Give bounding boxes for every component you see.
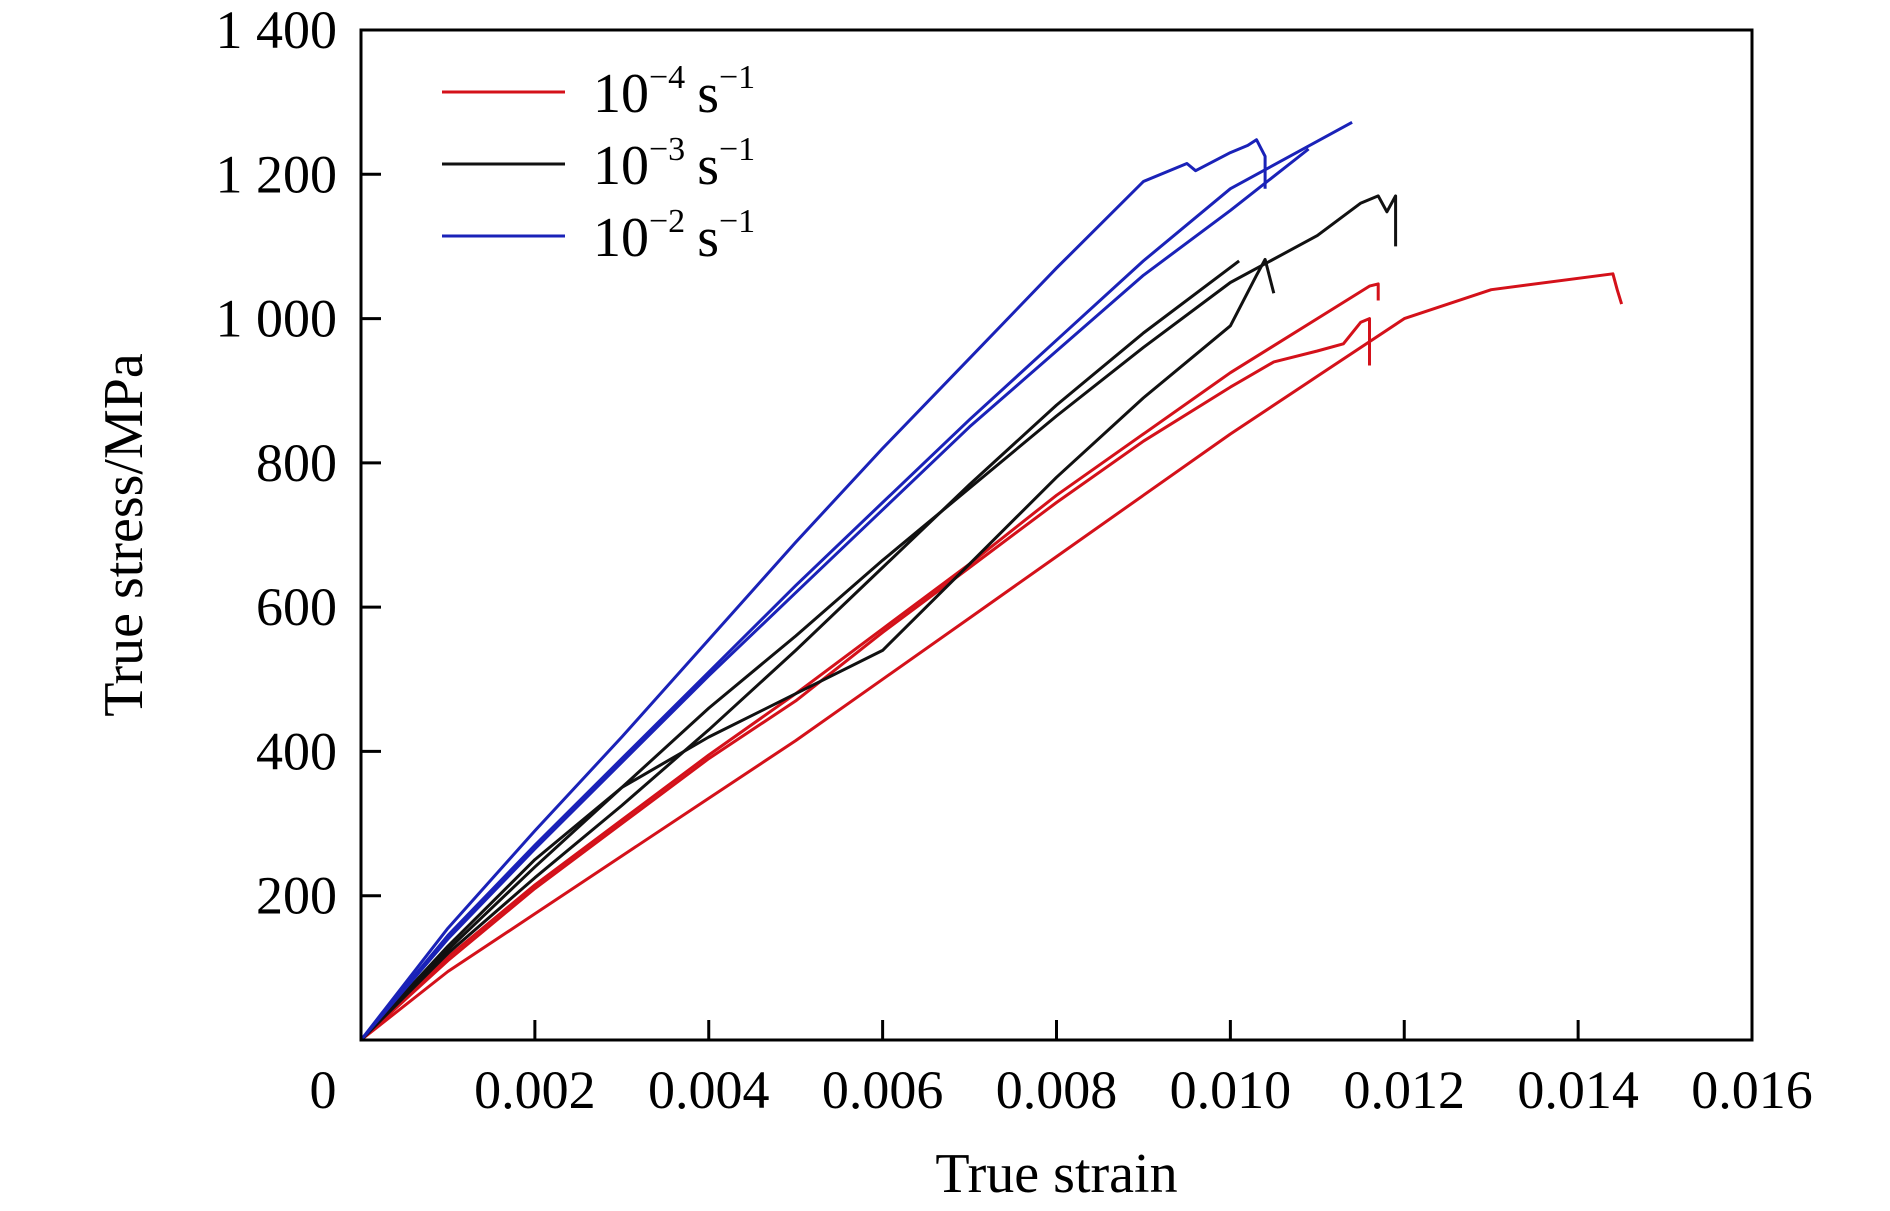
x-tick-label: 0.006 (822, 1060, 944, 1120)
y-tick-label: 200 (256, 866, 337, 926)
y-axis-tick-labels: 200 400 600 800 1 000 1 200 1 400 (216, 0, 338, 926)
tick-marks (361, 172, 1580, 1040)
x-axis-tick-labels: 0 0.002 0.004 0.006 0.008 0.010 0.012 0.014 0.01… (310, 1060, 1813, 1120)
x-tick-label: 0.002 (474, 1060, 596, 1120)
legend-label: 10−3 s−1 (593, 131, 755, 197)
series-lines (359, 120, 1624, 1042)
y-tick-label: 1 000 (216, 289, 338, 349)
series-line (359, 120, 1353, 1041)
plot-area-frame (359, 28, 1754, 1042)
legend: 10−4 s−110−3 s−110−2 s−1 (442, 59, 755, 269)
series-line (359, 317, 1371, 1042)
series-line (359, 138, 1267, 1041)
x-tick-label: 0.010 (1170, 1060, 1292, 1120)
series-line (359, 257, 1276, 1042)
x-tick-label: 0.004 (648, 1060, 770, 1120)
x-tick-label: 0.014 (1517, 1060, 1639, 1120)
x-tick-label: 0.016 (1691, 1060, 1813, 1120)
x-tick-label: 0.012 (1344, 1060, 1466, 1120)
series-line (359, 194, 1398, 1042)
y-tick-label: 800 (256, 433, 337, 493)
y-tick-label: 1 200 (216, 144, 338, 204)
y-axis-title: True stress/MPa (93, 353, 155, 717)
y-tick-label: 600 (256, 577, 337, 637)
y-tick-label: 400 (256, 721, 337, 781)
y-tick-label: 1 400 (216, 0, 338, 60)
x-tick-label: 0 (310, 1060, 337, 1120)
legend-label: 10−2 s−1 (593, 203, 755, 269)
x-tick-label: 0.008 (996, 1060, 1118, 1120)
series-line (360, 272, 1624, 1042)
x-axis-title: True strain (935, 1143, 1177, 1205)
legend-label: 10−4 s−1 (593, 59, 755, 125)
series-line (359, 259, 1241, 1042)
series-line (359, 147, 1310, 1041)
